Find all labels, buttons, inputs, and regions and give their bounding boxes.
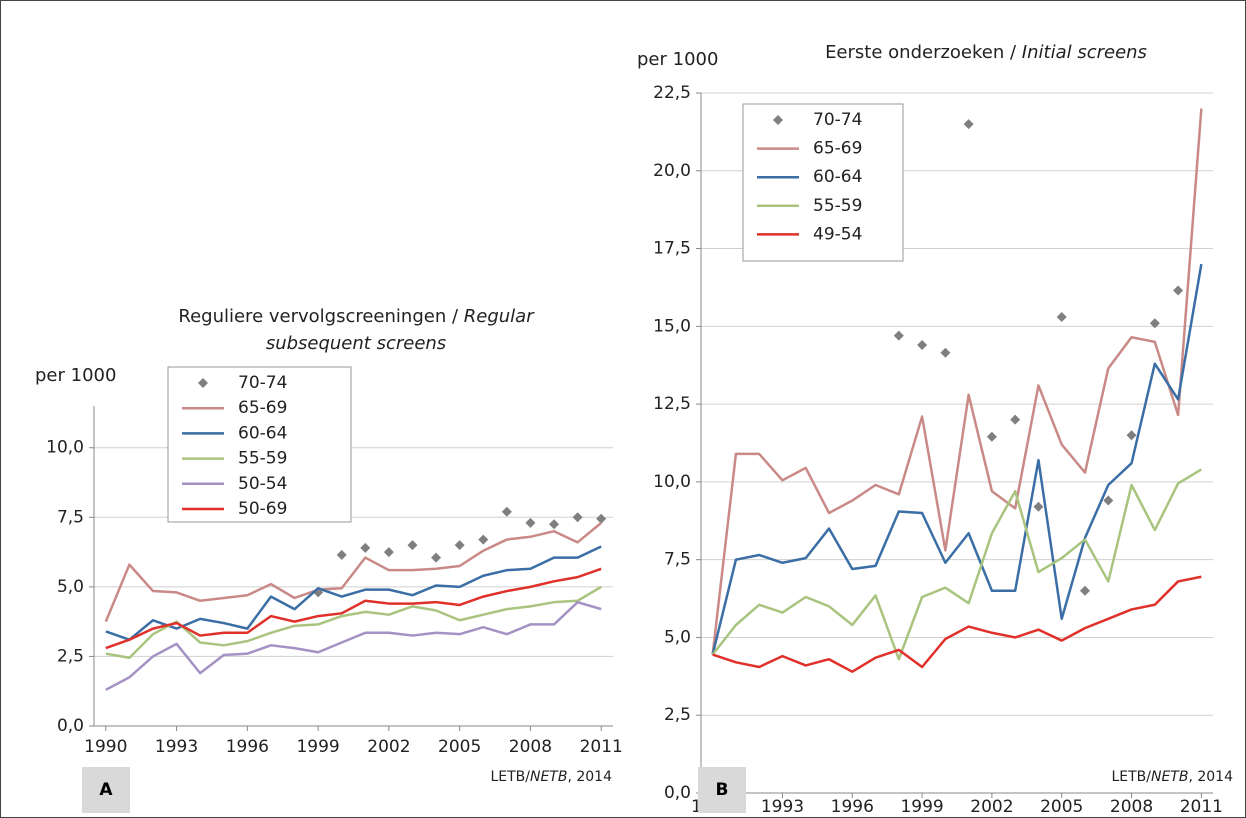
legend-label: 60-64 — [238, 423, 287, 443]
legend-label: 65-69 — [238, 398, 287, 418]
x-tick-label: 2005 — [438, 737, 481, 757]
data-point — [549, 519, 560, 530]
legend-swatch — [198, 378, 208, 388]
data-point — [383, 547, 394, 558]
chart-title: Eerste onderzoeken / Initial screens — [761, 39, 1211, 66]
title-italic: Regular subsequent screens — [265, 306, 534, 354]
source-text: LETB/ — [490, 769, 530, 785]
panel-label: A — [82, 767, 130, 813]
data-point — [478, 534, 489, 545]
panel-label: B — [698, 767, 746, 813]
legend-box — [167, 366, 352, 523]
source-rest: , 2014 — [1188, 769, 1233, 785]
x-tick-label: 1990 — [84, 737, 127, 757]
data-point — [1173, 285, 1184, 296]
legend-swatch — [773, 115, 783, 125]
legend-label: 50-69 — [238, 499, 287, 519]
title-text: Reguliere vervolgscreeningen / — [178, 306, 459, 327]
data-point — [893, 330, 904, 341]
y-tick-label: 0,0 — [57, 716, 84, 736]
data-point — [963, 119, 974, 130]
x-tick-label: 2008 — [1110, 797, 1153, 817]
x-tick-label: 1993 — [155, 737, 198, 757]
data-point — [940, 347, 951, 358]
y-tick-label: 7,5 — [57, 507, 84, 527]
legend-label: 50-54 — [238, 474, 287, 494]
x-tick-label: 2011 — [580, 737, 623, 757]
x-tick-label: 1993 — [761, 797, 804, 817]
data-point — [407, 540, 418, 551]
data-point — [1033, 501, 1044, 512]
x-tick-label: 2002 — [970, 797, 1013, 817]
data-point — [1080, 585, 1090, 596]
data-line — [712, 575, 1202, 673]
x-tick-label: 2011 — [1180, 797, 1223, 817]
y-tick-label: 0,0 — [664, 783, 691, 803]
source-italic: NETB — [1150, 769, 1189, 785]
data-point — [986, 431, 997, 442]
legend-label: 55-59 — [238, 449, 287, 469]
x-tick-label: 2005 — [1040, 797, 1083, 817]
data-point — [360, 542, 371, 553]
data-line — [711, 108, 1203, 655]
title-text: Eerste onderzoeken / — [825, 42, 1017, 63]
y-tick-label: 10,0 — [46, 438, 84, 458]
data-point — [1010, 414, 1021, 425]
data-point — [525, 517, 536, 528]
data-line — [104, 521, 603, 623]
data-point — [572, 512, 583, 523]
data-point — [1126, 430, 1137, 441]
y-tick-label: 20,0 — [653, 161, 691, 181]
y-axis-label: per 1000 — [35, 365, 117, 386]
data-point — [454, 540, 465, 551]
y-tick-label: 12,5 — [653, 394, 691, 414]
source-italic: NETB — [529, 769, 568, 785]
y-tick-label: 2,5 — [57, 646, 84, 666]
x-tick-label: 1996 — [226, 737, 269, 757]
y-tick-label: 2,5 — [664, 705, 691, 725]
y-tick-label: 15,0 — [653, 316, 691, 336]
source: LETB/NETB, 2014 — [1111, 769, 1233, 785]
legend-label: 49-54 — [813, 224, 862, 244]
legend-label: 60-64 — [813, 167, 862, 187]
data-point — [1056, 312, 1067, 322]
data-line — [105, 567, 602, 650]
source: LETB/NETB, 2014 — [490, 769, 612, 785]
y-tick-label: 22,5 — [653, 83, 691, 103]
data-point — [596, 513, 607, 524]
y-tick-label: 7,5 — [664, 550, 691, 570]
y-tick-label: 5,0 — [57, 577, 84, 597]
legend-label: 70-74 — [813, 110, 862, 130]
legend-label: 65-69 — [813, 139, 862, 159]
data-point — [1103, 495, 1114, 506]
x-tick-label: 1996 — [831, 797, 874, 817]
data-point — [336, 549, 347, 560]
data-point — [917, 340, 928, 350]
y-tick-label: 5,0 — [664, 627, 691, 647]
x-tick-label: 2008 — [509, 737, 552, 757]
title-italic: Initial screens — [1021, 42, 1147, 63]
data-line — [711, 468, 1203, 661]
source-rest: , 2014 — [567, 769, 612, 785]
y-tick-label: 10,0 — [653, 472, 691, 492]
legend-label: 70-74 — [238, 373, 287, 393]
chart-title: Reguliere vervolgscreeningen / Regular s… — [151, 303, 561, 357]
data-line — [105, 585, 602, 660]
y-axis-label: per 1000 — [637, 49, 719, 70]
x-tick-label: 1999 — [900, 797, 943, 817]
x-tick-label: 2002 — [367, 737, 410, 757]
data-line — [105, 600, 602, 691]
legend-label: 55-59 — [813, 196, 862, 216]
x-tick-label: 1999 — [296, 737, 339, 757]
data-point — [1149, 318, 1160, 329]
data-line — [105, 545, 602, 641]
data-point — [431, 552, 442, 563]
data-point — [501, 506, 512, 517]
data-line — [711, 263, 1203, 655]
y-tick-label: 17,5 — [653, 239, 691, 259]
source-text: LETB/ — [1111, 769, 1151, 785]
